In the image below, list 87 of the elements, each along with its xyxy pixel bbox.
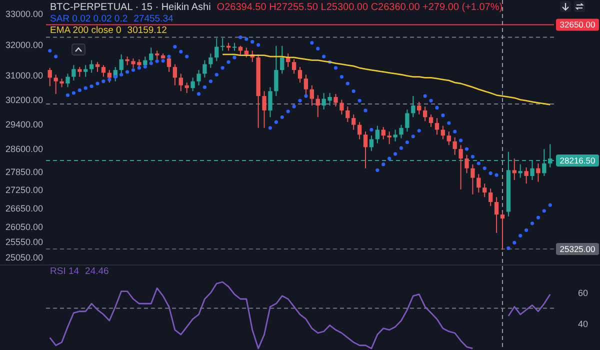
candlestick: [95, 62, 100, 72]
candlestick: [470, 164, 475, 195]
candlestick: [84, 64, 88, 78]
candlestick: [440, 125, 446, 140]
candlestick: [166, 56, 172, 72]
candlestick: [411, 96, 416, 118]
candlestick: [363, 131, 368, 169]
candlestick: [446, 131, 451, 146]
candlestick: [48, 67, 52, 87]
candlestick: [54, 74, 58, 94]
candlestick: [500, 211, 505, 250]
annotation: 27455.34: [134, 14, 174, 24]
ref-line-label: 28216.50: [560, 155, 596, 166]
candlestick: [244, 47, 248, 58]
candlestick: [196, 70, 201, 86]
candlestick: [66, 73, 70, 88]
annotation: 30159.12: [127, 25, 167, 36]
ref-line-label: 32650.00: [560, 20, 596, 30]
candlestick: [434, 118, 440, 136]
text: O26394.50 H27255.50 L25300.00 C26360.00 +279.00 (+1.07%): [216, 2, 503, 13]
candlestick: [316, 94, 320, 118]
candlestick: [417, 101, 422, 115]
candlestick: [458, 144, 463, 190]
candlestick: [304, 74, 308, 96]
candlestick: [214, 38, 219, 62]
candlestick: [428, 114, 434, 128]
candlestick: [340, 99, 344, 115]
candlestick: [334, 93, 338, 107]
candlestick: [143, 56, 148, 67]
y-tick-label: 26650.00: [5, 204, 43, 214]
text: RSI 14: [50, 266, 80, 277]
candlestick: [268, 86, 272, 118]
candlestick: [208, 52, 213, 68]
y-tick-label: 28600.00: [5, 144, 43, 154]
candlestick: [190, 77, 195, 92]
candlestick: [89, 60, 94, 74]
candlestick: [119, 54, 124, 74]
text: EMA 200 close 0: [50, 25, 122, 36]
candlestick: [488, 188, 493, 206]
candlestick: [310, 84, 314, 106]
candlestick: [369, 135, 374, 152]
chart-title: BTC-PERPETUAL · 15 · Heikin Ashi: [50, 2, 211, 13]
candlestick: [405, 109, 410, 132]
y-tick-label: 31000.00: [5, 70, 43, 80]
candlestick: [72, 64, 76, 81]
y-tick-label: 30200.00: [5, 94, 43, 105]
y-tick-label: 40: [578, 318, 588, 329]
candlestick: [346, 106, 350, 123]
candlestick: [220, 38, 225, 52]
candlestick: [494, 196, 499, 234]
candlestick: [375, 125, 380, 144]
candlestick: [536, 162, 540, 182]
text: SAR 0.02 0.02 0.2: [50, 14, 128, 24]
candlestick: [262, 90, 266, 128]
candlestick: [178, 73, 183, 92]
y-tick-label: 29400.00: [5, 119, 43, 130]
y-tick-label: 27250.00: [5, 185, 43, 196]
candlestick: [482, 183, 487, 198]
candlestick: [202, 60, 207, 78]
y-tick-label: 25550.00: [5, 237, 43, 248]
y-tick-label: 33000.00: [5, 9, 43, 20]
candlestick: [352, 114, 356, 130]
candlestick: [101, 64, 106, 78]
ref-line-label: 25325.00: [560, 244, 596, 254]
candlestick: [298, 66, 302, 84]
candlestick: [452, 136, 457, 156]
candlestick: [357, 122, 362, 140]
y-tick-label: 25050.00: [5, 252, 43, 263]
candlestick: [381, 126, 386, 140]
y-tick-label: 32000.00: [5, 40, 43, 50]
candlestick: [464, 154, 469, 174]
candlestick: [422, 106, 428, 122]
candlestick: [524, 166, 528, 184]
candlestick: [387, 131, 392, 145]
candlestick: [292, 58, 296, 74]
y-tick-label: 26050.00: [5, 222, 43, 232]
y-tick-label: 27850.00: [5, 166, 43, 177]
candlestick: [512, 158, 516, 180]
candlestick: [78, 66, 82, 78]
candlestick: [280, 45, 284, 74]
candlestick: [393, 129, 398, 142]
candlestick: [274, 45, 278, 97]
candlestick: [399, 124, 404, 139]
candlestick: [172, 64, 178, 86]
candlestick: [476, 174, 481, 193]
annotation: 24.46: [85, 266, 109, 277]
y-tick-label: 60: [578, 288, 588, 298]
